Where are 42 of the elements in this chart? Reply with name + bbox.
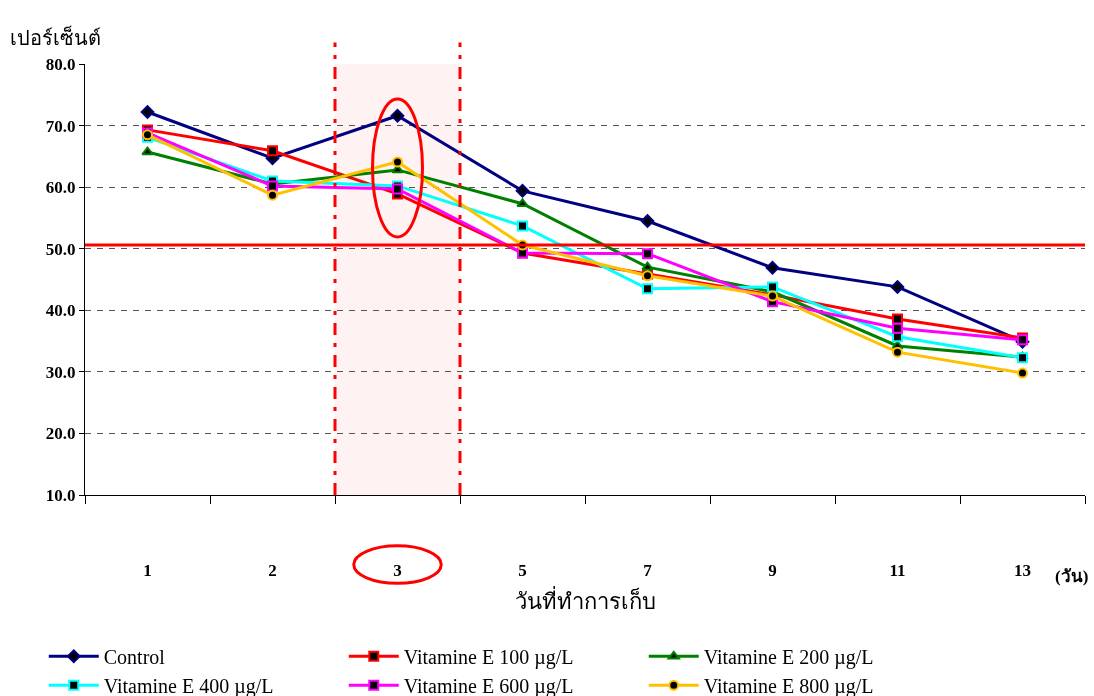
x-tick-label: 1 <box>143 561 152 581</box>
x-tick-label: 9 <box>768 561 777 581</box>
legend-label: Vitamine E 100 µg/L <box>403 646 574 670</box>
x-tick-label: 5 <box>518 561 527 581</box>
y-tick-label: 30.0 <box>45 362 76 382</box>
y-tick-label: 50.0 <box>45 239 76 259</box>
point <box>140 105 155 119</box>
y-tick-label: 80.0 <box>45 54 76 74</box>
point <box>1017 367 1028 379</box>
point <box>390 108 405 123</box>
point <box>892 346 903 358</box>
point <box>516 198 529 208</box>
text: (วัน) <box>1055 567 1089 586</box>
point <box>767 281 778 293</box>
point <box>267 189 278 201</box>
point <box>890 280 905 294</box>
y-tick-label: 40.0 <box>45 301 76 321</box>
point <box>765 260 780 275</box>
legend-label: Vitamine E 200 µg/L <box>703 646 874 670</box>
x-tick-label: 13 <box>1014 561 1031 581</box>
point <box>640 214 655 228</box>
point <box>141 146 154 156</box>
point <box>267 180 278 192</box>
point <box>267 145 278 157</box>
x-tick-label: 7 <box>643 561 653 581</box>
point <box>892 322 903 334</box>
x-axis-title: วันที่ทำการเก็บ <box>514 586 656 615</box>
point <box>642 248 653 260</box>
y-tick-label: 70.0 <box>45 116 76 136</box>
point <box>515 183 530 198</box>
point <box>517 220 528 232</box>
x-tick-label: 3 <box>393 561 402 581</box>
point <box>392 156 403 168</box>
y-tick-label: 20.0 <box>45 424 76 444</box>
x-tick-label: 11 <box>889 561 906 581</box>
x-tick-label: 2 <box>268 561 277 581</box>
y-axis-title: เปอร์เซ็นต์ <box>10 25 101 49</box>
point <box>641 261 654 271</box>
y-tick-label: 60.0 <box>45 178 76 198</box>
legend-label: Control <box>103 646 166 669</box>
point <box>642 283 653 295</box>
y-tick-label: 10.0 <box>45 485 76 505</box>
